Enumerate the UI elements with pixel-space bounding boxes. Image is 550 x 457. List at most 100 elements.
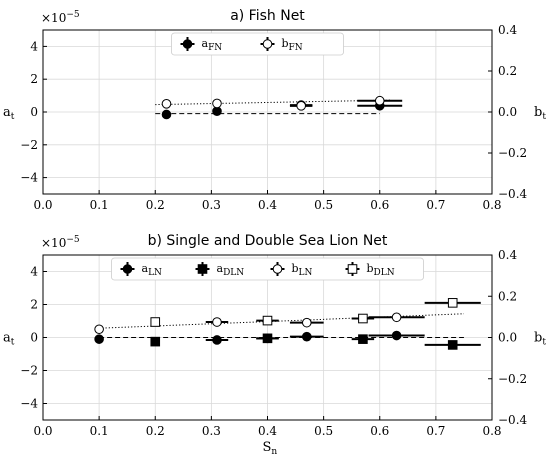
y-left-axis-label-base: a xyxy=(3,105,11,120)
y-left-tick-label: −4 xyxy=(20,171,38,185)
panel-title: a) Fish Net xyxy=(230,8,305,24)
y-right-axis-label-base: b xyxy=(534,331,542,346)
data-point-bLN xyxy=(301,317,312,328)
legend-box xyxy=(171,32,344,56)
legend-label-sub: FN xyxy=(208,43,222,53)
y-left-tick-label: −2 xyxy=(20,138,38,152)
x-tick-label: 0.8 xyxy=(482,424,501,438)
y-left-axis-label-sub: t xyxy=(11,112,15,122)
legend-label-base: a xyxy=(217,262,224,275)
exponent-power: −5 xyxy=(66,235,80,245)
exponent-power: −5 xyxy=(66,10,80,20)
legend-label-sub: LN xyxy=(148,268,162,278)
y-left-axis-label: at xyxy=(3,105,15,122)
x-tick-label: 0.7 xyxy=(426,424,445,438)
exponent-prefix: ×10 xyxy=(41,11,66,25)
data-point-bFN xyxy=(161,99,172,109)
legend-label: aLN xyxy=(142,262,163,278)
y-right-tick-label: 0.2 xyxy=(498,289,517,303)
data-point-aFN xyxy=(161,109,172,120)
legend-label-base: b xyxy=(292,262,299,275)
panel-b: 0.0 0.1 0.2 0.3 0.4 0.5 0.6 0.7 0.8 −4 −2 0 2 4 −0.4 −0… xyxy=(3,233,546,457)
legend-label-base: a xyxy=(142,262,149,275)
y-left-tick-label: 4 xyxy=(30,39,38,53)
legend-marker xyxy=(262,39,273,49)
data-point-bFN xyxy=(374,95,385,106)
data-point-aDLN xyxy=(150,336,161,347)
x-tick-label: 0.4 xyxy=(258,424,277,438)
x-tick-label: 0.6 xyxy=(370,424,389,438)
data-point-aLN xyxy=(212,335,222,345)
y-right-tick-label: −0.2 xyxy=(498,372,527,386)
legend-label-base: b xyxy=(282,37,289,50)
legend-label: bFN xyxy=(282,37,303,53)
y-right-axis-label-sub: t xyxy=(542,338,546,348)
legend-marker xyxy=(197,264,208,274)
y-left-tick-label: 2 xyxy=(30,72,38,86)
data-point-bDLN xyxy=(150,317,161,327)
y-right-tick-label: 0.0 xyxy=(498,331,517,345)
y-left-tick-label: 0 xyxy=(30,331,38,345)
y-right-tick-label: −0.2 xyxy=(498,146,527,160)
x-tick-label: 0.2 xyxy=(146,424,165,438)
x-tick-label: 0.2 xyxy=(146,198,165,212)
exponent-label: ×10−5 xyxy=(41,235,80,250)
y-left-axis-label-base: a xyxy=(3,331,11,346)
legend: aLN aDLN bLN bDLN xyxy=(111,257,424,281)
data-point-aDLN xyxy=(262,333,273,344)
data-point-bDLN xyxy=(358,313,368,324)
y-left-tick-label: −2 xyxy=(20,364,38,378)
y-right-tick-label: 0.4 xyxy=(498,23,517,37)
data-point-bLN xyxy=(391,312,402,323)
legend-marker xyxy=(347,264,358,274)
legend-box xyxy=(111,257,424,281)
x-tick-label: 0.1 xyxy=(90,424,109,438)
fit-line-bFN xyxy=(155,99,391,106)
data-point-bDLN xyxy=(262,315,273,326)
data-point-bLN xyxy=(212,317,222,327)
legend-label: bDLN xyxy=(367,262,395,278)
legend-label: aDLN xyxy=(217,262,245,278)
x-tick-label: 0.5 xyxy=(314,198,333,212)
legend: aFN bFN xyxy=(171,32,344,56)
y-right-tick-label: −0.4 xyxy=(498,187,528,201)
y-left-tick-label: 2 xyxy=(30,298,38,312)
y-left-tick-label: 0 xyxy=(30,105,38,119)
data-point-bLN xyxy=(94,324,104,335)
data-point-bDLN xyxy=(447,298,458,308)
x-axis-label-sub: n xyxy=(271,447,277,457)
legend-label-base: b xyxy=(367,262,374,275)
legend-label-sub: FN xyxy=(289,43,303,53)
x-tick-label: 0.4 xyxy=(258,198,277,212)
legend-marker xyxy=(122,264,133,274)
x-tick-label: 0.3 xyxy=(202,198,221,212)
y-right-axis-label-base: b xyxy=(534,105,542,120)
data-point-aDLN xyxy=(358,334,368,344)
legend-label: aFN xyxy=(202,37,223,53)
legend-marker xyxy=(272,264,283,274)
x-tick-label: 0.0 xyxy=(33,424,52,438)
data-point-bFN xyxy=(296,101,306,111)
legend-label: bLN xyxy=(292,262,313,278)
y-right-tick-label: 0.2 xyxy=(498,64,517,78)
x-tick-label: 0.0 xyxy=(33,198,52,212)
x-tick-label: 0.5 xyxy=(314,424,333,438)
y-left-axis-label-sub: t xyxy=(11,338,15,348)
panel-a: 0.0 0.1 0.2 0.3 0.4 0.5 0.6 0.7 0.8 −4 −2 0 2 4 −0.4 −0… xyxy=(3,8,546,212)
y-left-axis-label: at xyxy=(3,331,15,348)
x-tick-label: 0.1 xyxy=(90,198,109,212)
x-tick-label: 0.6 xyxy=(370,198,389,212)
y-left-tick-label: −4 xyxy=(20,397,38,411)
legend-label-sub: LN xyxy=(299,268,313,278)
x-axis-label-base: S xyxy=(263,440,272,455)
y-right-tick-label: −0.4 xyxy=(498,413,528,427)
y-right-axis-label-sub: t xyxy=(542,112,546,122)
y-right-tick-label: 0.4 xyxy=(498,248,517,262)
panel-title: b) Single and Double Sea Lion Net xyxy=(148,233,388,249)
x-tick-label: 0.7 xyxy=(426,198,445,212)
legend-marker xyxy=(182,39,193,49)
y-right-axis-label: bt xyxy=(534,105,546,122)
y-left-tick-label: 4 xyxy=(30,265,38,279)
x-tick-label: 0.8 xyxy=(482,198,501,212)
